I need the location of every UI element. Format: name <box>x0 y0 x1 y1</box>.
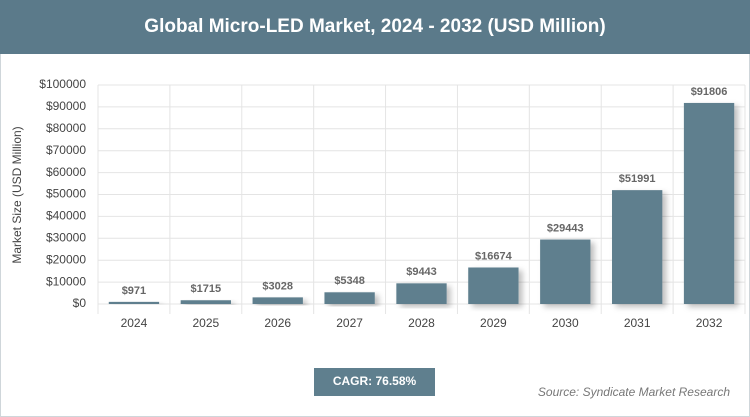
value-label: $3028 <box>262 280 293 292</box>
y-axis-label: Market Size (USD Million) <box>10 126 24 263</box>
value-label: $29443 <box>547 222 584 234</box>
cagr-box <box>314 368 435 396</box>
value-label: $5348 <box>334 275 365 287</box>
y-tick-label: $40000 <box>46 209 86 223</box>
x-tick-label: 2025 <box>192 316 219 330</box>
chart-title: Global Micro-LED Market, 2024 - 2032 (US… <box>144 16 605 37</box>
x-tick-label: 2030 <box>552 316 579 330</box>
bar <box>252 297 303 304</box>
y-tick-label: $70000 <box>46 143 86 157</box>
y-tick-label: $20000 <box>46 252 86 266</box>
y-tick-label: $0 <box>73 296 87 310</box>
bar <box>396 283 447 304</box>
value-label: $971 <box>122 285 146 297</box>
value-label: $1715 <box>191 283 222 295</box>
cagr-label: CAGR: 76.58% <box>333 374 417 388</box>
y-tick-label: $60000 <box>46 165 86 179</box>
x-tick-label: 2029 <box>480 316 507 330</box>
bar <box>108 301 160 304</box>
value-label: $51991 <box>619 173 656 185</box>
y-tick-label: $50000 <box>46 187 86 201</box>
x-tick-label: 2028 <box>408 316 435 330</box>
x-tick-label: 2024 <box>121 316 148 330</box>
value-label: $91806 <box>691 86 728 98</box>
bar <box>612 190 663 304</box>
title-banner <box>0 0 750 54</box>
source-note: Source: Syndicate Market Research <box>538 385 730 399</box>
value-label: $9443 <box>406 266 437 278</box>
x-tick-label: 2027 <box>336 316 363 330</box>
x-tick-label: 2032 <box>696 316 723 330</box>
y-tick-label: $100000 <box>39 77 86 91</box>
value-label: $16674 <box>475 250 513 262</box>
bar <box>180 300 231 304</box>
y-tick-label: $90000 <box>46 99 86 113</box>
bar <box>468 267 519 304</box>
y-tick-label: $30000 <box>46 230 86 244</box>
bar <box>540 239 591 304</box>
x-tick-label: 2031 <box>624 316 651 330</box>
x-tick-label: 2026 <box>264 316 291 330</box>
bar <box>683 102 735 305</box>
bar <box>324 292 375 304</box>
y-tick-label: $80000 <box>46 121 86 135</box>
y-tick-label: $10000 <box>46 274 86 288</box>
